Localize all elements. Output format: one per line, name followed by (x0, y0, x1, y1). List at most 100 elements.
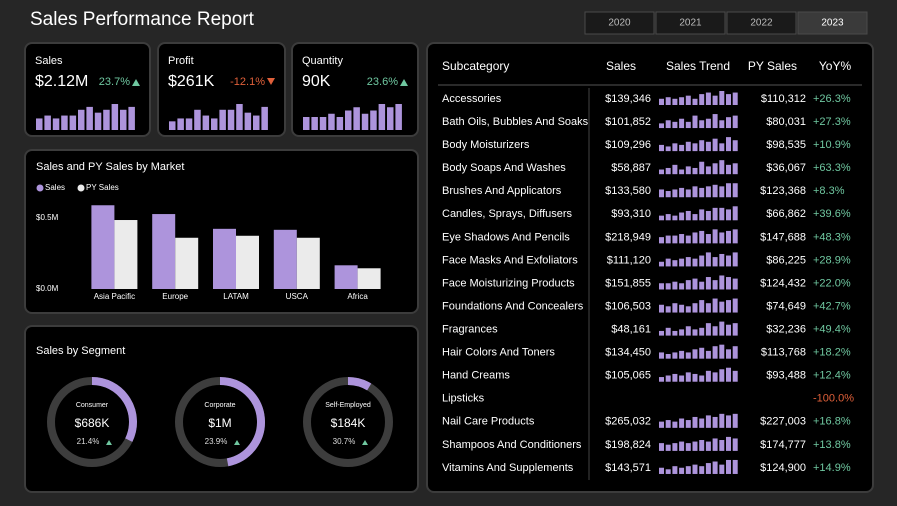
bar (334, 265, 358, 289)
trend-bar (659, 330, 664, 336)
trend-bar (712, 163, 718, 175)
trend-bar (679, 418, 685, 428)
py-sales: $123,368 (760, 185, 806, 197)
trend-bar (672, 443, 678, 451)
trend-bar (699, 230, 705, 244)
trend-bar (732, 140, 738, 152)
trend-bar (692, 186, 698, 198)
yoy: +14.9% (813, 462, 851, 474)
trend-bar (685, 326, 691, 336)
year-tab-label[interactable]: 2022 (750, 18, 773, 29)
trend-bar (719, 143, 725, 152)
subcategory: Eye Shadows And Pencils (442, 231, 570, 243)
sales: $143,571 (605, 462, 651, 474)
py-sales: $66,862 (766, 208, 806, 220)
kpi-trend-bar (211, 118, 218, 130)
trend-bar (672, 466, 678, 474)
bar (273, 229, 297, 289)
trend-bar (665, 214, 671, 221)
trend-bar (665, 375, 671, 382)
trend-bar (699, 440, 705, 451)
kpi-trend-bar (236, 104, 243, 130)
subcategory: Vitamins And Supplements (442, 462, 574, 474)
trend-bar (732, 438, 738, 451)
kpi-trend-bar (36, 118, 43, 130)
year-tab-label[interactable]: 2021 (679, 18, 702, 29)
trend-bar (659, 283, 664, 290)
sales: $134,450 (605, 347, 651, 359)
kpi-value: $261K (168, 73, 215, 90)
trend-bar (726, 255, 731, 267)
trend-bar (732, 206, 738, 221)
bar (152, 214, 176, 289)
yoy: +26.3% (813, 93, 851, 105)
trend-bar (732, 459, 738, 474)
trend-bar (679, 234, 685, 244)
trend-bar (712, 326, 718, 336)
subcategory: Body Moisturizers (442, 139, 530, 151)
trend-bar (712, 298, 718, 313)
trend-bar (692, 232, 698, 244)
py-sales: $86,225 (766, 254, 806, 266)
trend-bar (679, 467, 685, 474)
kpi-trend-bar (86, 106, 93, 130)
kpi-trend-bar (103, 109, 110, 130)
trend-bar (685, 189, 691, 198)
kpi-trend-bar (395, 104, 402, 130)
x-tick-label: Africa (347, 292, 368, 301)
year-tab-label[interactable]: 2023 (821, 18, 844, 29)
bar (213, 228, 236, 289)
yoy: +22.0% (813, 277, 851, 289)
trend-bar (692, 214, 698, 221)
trend-bar (672, 143, 678, 152)
subcategory: Face Moisturizing Products (442, 277, 575, 289)
trend-bar (659, 123, 664, 129)
segment-name: Consumer (76, 402, 109, 409)
trend-bar (665, 120, 671, 129)
trend-bar (732, 278, 738, 290)
trend-bar (732, 413, 738, 428)
trend-bar (719, 232, 725, 244)
yoy: +27.3% (813, 116, 851, 128)
trend-bar (712, 138, 718, 152)
trend-bar (692, 278, 698, 290)
py-sales: $74,649 (766, 300, 806, 312)
trend-bar (692, 115, 698, 129)
kpi-trend-bar (345, 110, 352, 130)
trend-bar (672, 330, 678, 336)
trend-bar (705, 92, 711, 105)
trend-bar (726, 367, 731, 382)
trend-bar (726, 415, 731, 428)
trend-bar (719, 186, 725, 198)
trend-bar (665, 306, 671, 313)
year-tab[interactable] (797, 11, 868, 35)
kpi-trend-bar (194, 109, 201, 130)
year-tab[interactable] (726, 11, 797, 35)
trend-bar (692, 143, 698, 152)
trend-bar (685, 121, 691, 129)
py-sales: $32,236 (766, 324, 806, 336)
py-sales: $98,535 (766, 139, 806, 151)
trend-bar (699, 94, 705, 105)
trend-bar (665, 444, 671, 451)
year-tab[interactable] (655, 11, 726, 35)
yoy: +49.4% (813, 324, 851, 336)
trend-bar (705, 118, 711, 129)
bar (236, 235, 259, 289)
segment-change: 30.7% (333, 437, 356, 446)
yoy: +12.4% (813, 370, 851, 382)
kpi-trend-bar (361, 113, 369, 130)
kpi-trend-bar (227, 109, 235, 130)
legend-swatch (36, 184, 44, 192)
trend-bar (726, 349, 731, 359)
kpi-trend-bar (69, 115, 77, 130)
trend-bar (685, 352, 691, 359)
year-tab-label[interactable]: 2020 (608, 18, 631, 29)
trend-bar (719, 91, 725, 105)
year-tab[interactable] (584, 11, 655, 35)
py-sales: $80,031 (766, 116, 806, 128)
report-title: Sales Performance Report (30, 9, 255, 30)
trend-bar (732, 163, 738, 175)
trend-bar (719, 275, 725, 290)
trend-bar (679, 169, 685, 175)
